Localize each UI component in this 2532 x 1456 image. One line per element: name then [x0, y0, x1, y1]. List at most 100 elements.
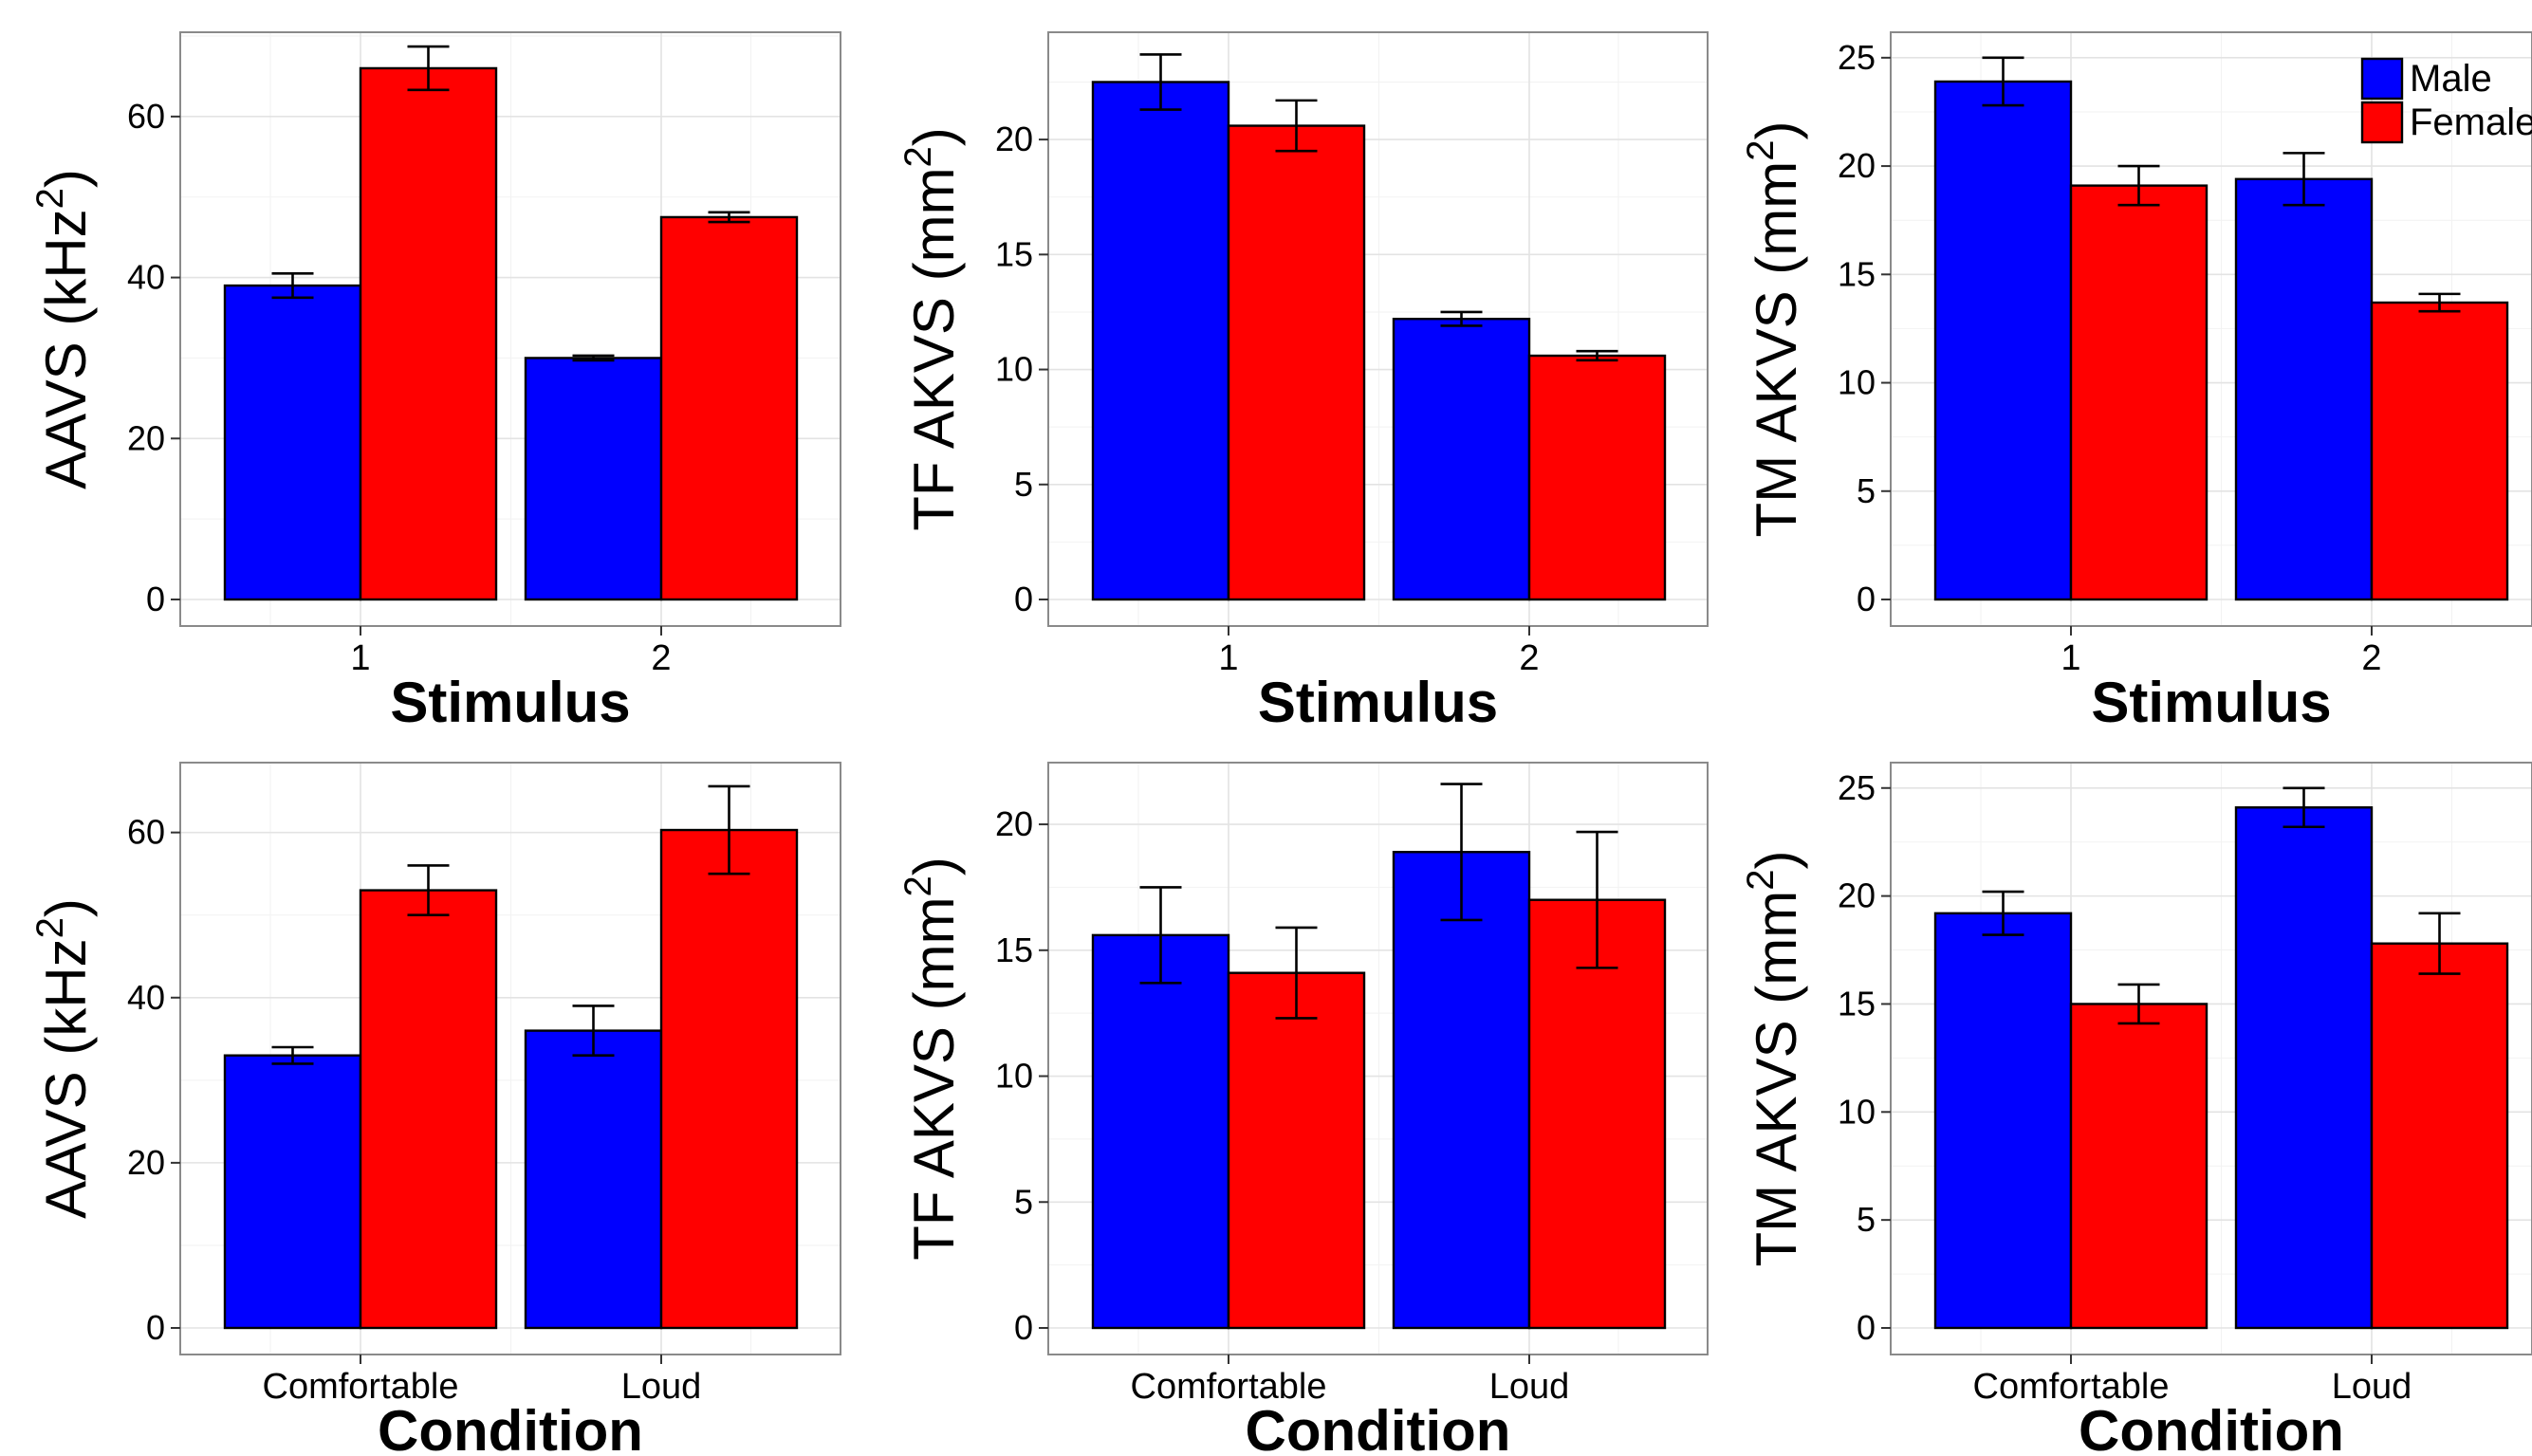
error-bar	[2282, 786, 2325, 829]
error-bar	[1139, 886, 1182, 985]
bar-female-2	[659, 215, 799, 601]
x-tick-label: 2	[1519, 638, 1539, 678]
panel-border	[179, 31, 841, 627]
bar-male-loud	[524, 1029, 663, 1330]
y-tick-label: 15	[995, 931, 1033, 969]
error-bar	[1275, 99, 1318, 153]
bar-male-2	[524, 357, 663, 601]
y-tick-label: 40	[127, 258, 165, 297]
x-tick-label: Loud	[1489, 1367, 1570, 1407]
x-axis-title: Stimulus	[2091, 671, 2331, 734]
bar-male-comfortable	[1091, 933, 1230, 1330]
y-tick-label: 5	[1014, 465, 1033, 504]
y-tick-label: 5	[1014, 1182, 1033, 1221]
y-tick-label: 20	[995, 120, 1033, 158]
chart-panel-3: 0 5 10 15 20 25 1 2 Stimulus TM AKVS (mm2)	[1740, 31, 2532, 734]
y-tick-label: 5	[1857, 1200, 1876, 1239]
y-tick-label: 20	[1838, 146, 1876, 185]
x-tick-label: Comfortable	[263, 1367, 459, 1407]
y-tick-label: 0	[1014, 1308, 1033, 1347]
bar-female-comfortable	[1227, 971, 1366, 1330]
bar-male-1	[223, 284, 362, 601]
bar-female-1	[1227, 124, 1366, 601]
error-bar	[407, 45, 450, 92]
error-bar	[2282, 152, 2325, 207]
y-tick-label: 10	[995, 1057, 1033, 1096]
error-bar	[572, 1004, 615, 1058]
y-tick-label: 20	[1838, 876, 1876, 915]
y-axis-title: TF AKVS (mm2)	[897, 127, 966, 531]
bar-female-2	[2370, 301, 2509, 601]
panel-border	[179, 762, 841, 1355]
y-tick-label: 40	[127, 978, 165, 1017]
panel-border	[1047, 31, 1709, 627]
y-tick-label: 0	[1857, 1308, 1876, 1347]
error-bar	[2418, 292, 2461, 313]
bar-female-comfortable	[2069, 1003, 2209, 1330]
y-tick-label: 10	[1838, 1092, 1876, 1131]
x-tick-label: Comfortable	[1973, 1367, 2170, 1407]
chart-panel-1: 0 20 40 60 1 2 Stimulus AAVS (kHz2)	[29, 31, 841, 734]
error-bar	[271, 272, 314, 300]
y-tick-label: 10	[1838, 363, 1876, 402]
y-tick-label: 20	[995, 804, 1033, 843]
error-bar	[1576, 349, 1618, 362]
x-axis-title: Stimulus	[1258, 671, 1498, 734]
bar-female-loud	[2370, 942, 2509, 1330]
bar-male-2	[1392, 318, 1531, 601]
x-tick-label: Loud	[621, 1367, 702, 1407]
error-bar	[271, 1045, 314, 1065]
chart-panel-2: 0 5 10 15 20 1 2 Stimulus TF AKVS (mm2)	[897, 31, 1709, 734]
y-tick-label: 10	[995, 350, 1033, 389]
x-tick-label: Loud	[2332, 1367, 2412, 1407]
error-bar	[2117, 983, 2160, 1025]
x-axis-title: Stimulus	[390, 671, 630, 734]
bar-male-1	[1091, 81, 1230, 601]
x-tick-label: 1	[1218, 638, 1238, 678]
bar-female-1	[359, 66, 498, 601]
x-axis-title: Condition	[378, 1399, 643, 1456]
y-tick-label: 20	[127, 1143, 165, 1182]
y-tick-label: 0	[1014, 580, 1033, 618]
y-tick-label: 0	[146, 580, 165, 618]
y-tick-label: 20	[127, 418, 165, 457]
bar-male-1	[1933, 80, 2073, 601]
x-tick-label: 1	[2061, 638, 2080, 678]
legend-label-male: Male	[2410, 58, 2492, 100]
bar-male-loud	[2234, 806, 2374, 1330]
y-axis-title: TM AKVS (mm2)	[1740, 851, 1808, 1267]
bar-female-1	[2069, 184, 2209, 601]
bar-female-loud	[1527, 898, 1667, 1330]
bar-female-2	[1527, 354, 1667, 601]
y-tick-label: 0	[146, 1308, 165, 1347]
error-bar	[2117, 164, 2160, 207]
x-axis-title: Condition	[2079, 1399, 2344, 1456]
error-bar	[708, 784, 750, 875]
legend-label-female: Female	[2410, 101, 2532, 143]
bar-male-loud	[1392, 851, 1531, 1330]
y-tick-label: 5	[1857, 471, 1876, 510]
y-axis-title: TM AKVS (mm2)	[1740, 121, 1808, 538]
y-axis-title: AAVS (kHz2)	[29, 169, 98, 489]
error-bar	[1440, 783, 1483, 922]
y-tick-label: 25	[1838, 38, 1876, 77]
y-tick-label: 15	[1838, 254, 1876, 293]
y-tick-label: 0	[1857, 580, 1876, 618]
error-bar	[2418, 912, 2461, 975]
error-bar	[1982, 890, 2024, 936]
error-bar	[708, 211, 750, 224]
y-tick-label: 15	[1838, 984, 1876, 1023]
legend-swatch-male	[2360, 57, 2404, 101]
bar-female-comfortable	[359, 889, 498, 1330]
error-bar	[1440, 310, 1483, 327]
bar-male-comfortable	[223, 1054, 362, 1330]
error-bar	[1982, 56, 2024, 107]
bar-male-2	[2234, 177, 2374, 601]
panel-border	[1890, 762, 2532, 1355]
panel-border	[1890, 31, 2532, 627]
